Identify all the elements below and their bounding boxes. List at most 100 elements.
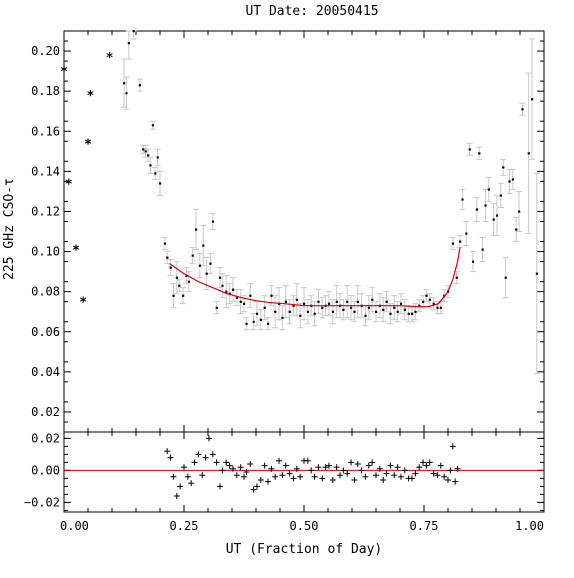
residual-point <box>322 464 329 471</box>
data-point <box>531 98 534 101</box>
residual-plot: −0.020.000.020.00 0.25 0.50 0.75 1.00 <box>24 431 545 533</box>
residual-point <box>188 480 195 487</box>
star-point: * <box>65 177 73 192</box>
residual-point <box>351 477 358 483</box>
data-point <box>166 256 169 259</box>
data-point <box>132 30 135 33</box>
data-point <box>270 294 273 297</box>
residual-point <box>376 465 383 472</box>
residual-point <box>397 473 404 480</box>
data-point <box>439 306 442 309</box>
data-point <box>149 164 152 167</box>
residual-point <box>319 475 326 482</box>
data-point <box>389 312 392 315</box>
residual-point <box>423 462 430 469</box>
data-point <box>144 150 147 153</box>
data-point <box>151 124 154 127</box>
y-tick-label: 0.04 <box>31 365 60 379</box>
residual-point <box>173 493 180 499</box>
y-tick-label: 0.10 <box>31 245 60 259</box>
data-point <box>461 198 464 201</box>
residual-point <box>434 472 441 479</box>
data-point <box>169 266 172 269</box>
data-point <box>342 308 345 311</box>
residual-point <box>358 467 365 474</box>
y-tick-label: 0.14 <box>31 164 60 178</box>
data-point <box>422 300 425 303</box>
data-point <box>481 248 484 251</box>
x-tick-label: 0.25 <box>170 519 199 533</box>
data-point <box>175 276 178 279</box>
data-point <box>295 298 298 301</box>
residual-point <box>437 462 444 469</box>
residual-point <box>209 451 216 458</box>
residual-point <box>329 477 336 483</box>
data-point <box>163 242 166 245</box>
data-point <box>502 166 505 169</box>
residual-point <box>333 464 340 471</box>
data-point <box>259 318 262 321</box>
residual-point <box>426 459 433 466</box>
residual-point <box>297 473 304 480</box>
data-point <box>172 294 175 297</box>
residual-point <box>226 462 233 469</box>
data-point <box>518 210 521 213</box>
data-point <box>281 316 284 319</box>
residual-point <box>241 473 247 480</box>
residual-point <box>383 470 390 477</box>
data-point <box>364 314 367 317</box>
residual-point <box>290 475 297 482</box>
data-point <box>313 312 316 315</box>
data-point <box>263 306 266 309</box>
data-point <box>211 220 214 223</box>
data-point <box>202 244 205 247</box>
residual-point <box>217 483 223 490</box>
residual-point <box>195 451 202 458</box>
data-point <box>508 180 511 183</box>
residual-point <box>348 459 355 466</box>
residual-point <box>164 448 171 455</box>
y-tick-label: 0.06 <box>31 325 60 339</box>
residual-point <box>213 459 220 466</box>
star-point: * <box>60 65 68 80</box>
data-point <box>346 300 349 303</box>
residual-point <box>337 472 343 479</box>
residual-point <box>340 467 347 474</box>
residual-point <box>250 486 257 493</box>
star-point: * <box>79 296 87 311</box>
data-point <box>303 302 306 305</box>
residual-point <box>191 459 198 466</box>
data-point <box>432 302 435 305</box>
fit-line <box>169 247 461 308</box>
data-point <box>219 276 222 279</box>
residual-point <box>237 464 244 471</box>
data-point <box>468 148 471 151</box>
residual-point <box>362 473 369 480</box>
data-point <box>215 306 218 309</box>
residual-point <box>205 435 212 442</box>
star-point: * <box>86 89 94 104</box>
residual-point <box>354 461 361 467</box>
residual-point <box>380 477 387 483</box>
data-point <box>403 308 406 311</box>
data-point <box>198 264 202 267</box>
residual-point <box>181 464 187 471</box>
residual-point <box>265 478 271 485</box>
residual-point <box>344 470 351 477</box>
data-point <box>243 302 246 305</box>
data-point <box>127 42 130 45</box>
resid-y-tick-label: 0.00 <box>31 463 60 477</box>
x-tick-label: 0.00 <box>60 519 89 533</box>
x-tick-label: 0.50 <box>290 519 319 533</box>
y-tick-label: 0.16 <box>31 124 60 138</box>
data-point <box>492 218 495 221</box>
data-point <box>436 306 439 309</box>
residual-point <box>167 454 174 461</box>
residual-point <box>365 462 372 469</box>
residual-point <box>373 472 379 479</box>
data-point <box>425 294 428 297</box>
data-point <box>231 288 235 291</box>
residual-point <box>416 464 423 471</box>
data-point <box>475 208 478 211</box>
data-point <box>487 188 490 191</box>
